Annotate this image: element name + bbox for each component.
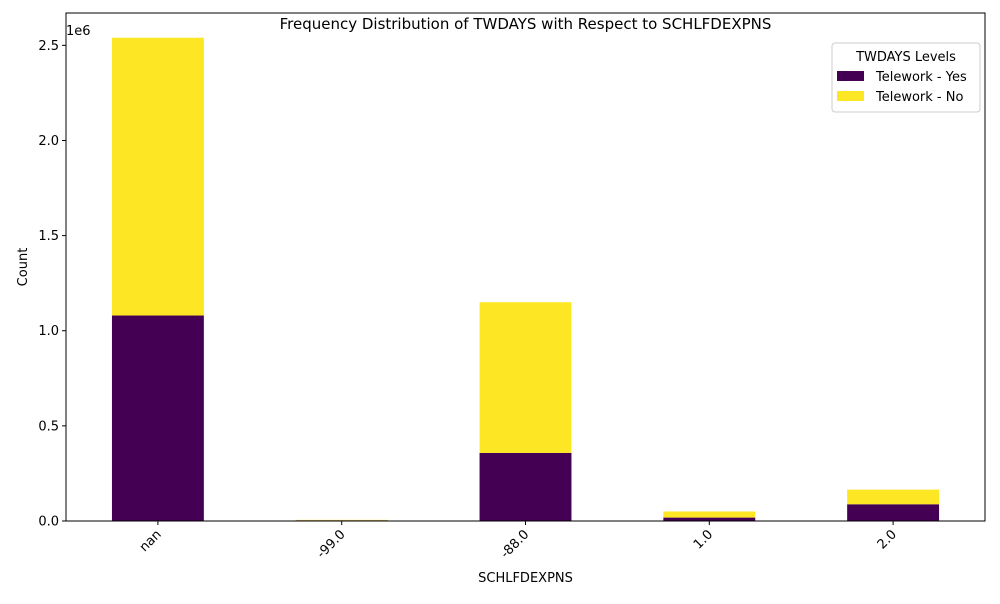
x-tick-label: nan <box>137 527 165 555</box>
legend-title: TWDAYS Levels <box>855 50 956 65</box>
x-tick-label: -88.0 <box>498 527 532 561</box>
bar-telework-yes-4 <box>847 504 939 521</box>
chart-title: Frequency Distribution of TWDAYS with Re… <box>280 15 772 33</box>
bar-telework-no-2 <box>480 302 572 453</box>
y-tick-label: 0.5 <box>38 419 59 434</box>
x-axis: nan -99.0 -88.0 1.0 2.0 <box>137 521 900 562</box>
y-axis: 0.0 0.5 1.0 1.5 2.0 2.5 <box>38 39 66 530</box>
bar-telework-yes-0 <box>112 316 204 521</box>
legend: TWDAYS Levels Telework - Yes Telework - … <box>832 43 980 112</box>
y-tick-label: 2.0 <box>38 134 59 149</box>
plot-area <box>112 38 939 521</box>
legend-label-telework-yes: Telework - Yes <box>875 70 967 85</box>
bar-telework-no-3 <box>663 511 755 517</box>
bar-telework-yes-2 <box>480 453 572 521</box>
y-tick-label: 1.5 <box>38 229 59 244</box>
bar-telework-no-4 <box>847 490 939 505</box>
y-offset-label: 1e6 <box>66 24 91 39</box>
legend-swatch-telework-yes <box>837 71 864 81</box>
y-tick-label: 2.5 <box>38 39 59 54</box>
x-tick-label: -99.0 <box>314 527 348 561</box>
legend-label-telework-no: Telework - No <box>875 90 963 105</box>
y-tick-label: 1.0 <box>38 324 59 339</box>
bar-telework-no-0 <box>112 38 204 316</box>
x-tick-label: 2.0 <box>875 527 900 552</box>
y-tick-label: 0.0 <box>38 515 59 530</box>
bar-telework-yes-3 <box>663 518 755 521</box>
y-axis-label: Count <box>16 248 31 287</box>
x-tick-label: 1.0 <box>691 527 716 552</box>
legend-swatch-telework-no <box>837 91 864 101</box>
x-axis-label: SCHLFDEXPNS <box>478 571 573 586</box>
